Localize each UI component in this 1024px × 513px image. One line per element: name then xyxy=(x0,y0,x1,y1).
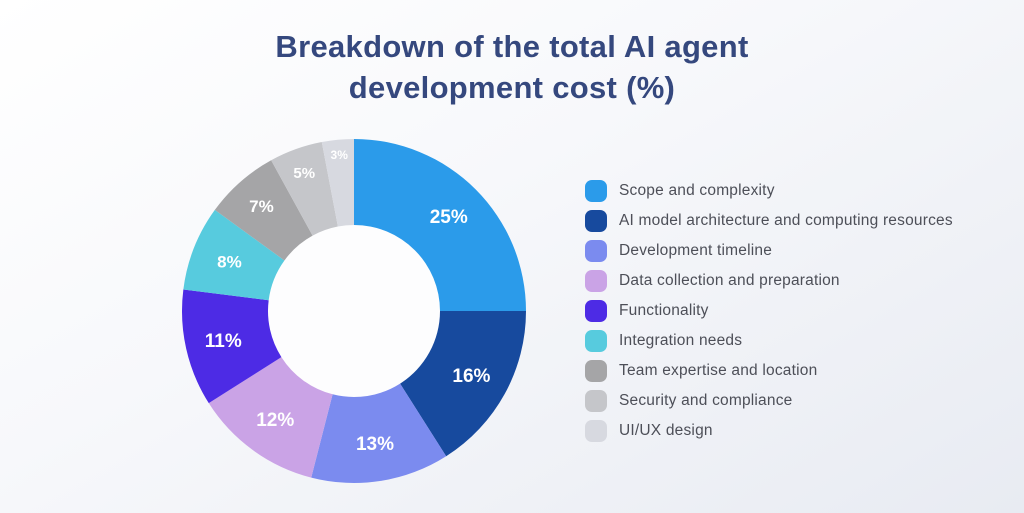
legend-item-development-timeline: Development timeline xyxy=(585,240,953,262)
slice-value-label: 13% xyxy=(356,434,394,455)
pie-slice-integration-needs xyxy=(183,209,285,301)
legend-swatch-icon xyxy=(585,420,607,442)
legend-swatch-icon xyxy=(585,210,607,232)
legend-label: Integration needs xyxy=(619,332,743,349)
slice-value-label: 5% xyxy=(293,165,315,182)
legend-item-security-and-compliance: Security and compliance xyxy=(585,390,953,412)
legend-label: Development timeline xyxy=(619,242,773,259)
legend-item-functionality: Functionality xyxy=(585,300,953,322)
legend-label: AI model architecture and computing reso… xyxy=(619,212,953,229)
chart-title: Breakdown of the total AI agent developm… xyxy=(275,29,749,105)
legend: Scope and complexity AI model architectur… xyxy=(585,180,953,450)
legend-label: Security and compliance xyxy=(619,392,793,409)
legend-label: Functionality xyxy=(619,302,709,319)
legend-item-ui-ux-design: UI/UX design xyxy=(585,420,953,442)
legend-label: UI/UX design xyxy=(619,422,713,439)
legend-swatch-icon xyxy=(585,390,607,412)
legend-swatch-icon xyxy=(585,240,607,262)
pie-slice-ai-model-architecture-and-computing-resources xyxy=(400,311,526,457)
donut-hole xyxy=(267,224,441,398)
pie-slice-development-timeline xyxy=(311,383,447,483)
slice-value-label: 25% xyxy=(430,207,468,228)
legend-swatch-icon xyxy=(585,180,607,202)
slice-value-label: 3% xyxy=(331,148,349,162)
slice-value-label: 11% xyxy=(205,331,242,352)
slice-value-label: 7% xyxy=(249,197,274,216)
pie-slice-ui-ux-design xyxy=(321,139,354,227)
legend-swatch-icon xyxy=(585,300,607,322)
legend-item-scope-and-complexity: Scope and complexity xyxy=(585,180,953,202)
slice-value-label: 16% xyxy=(452,366,490,387)
legend-label: Team expertise and location xyxy=(619,362,818,379)
legend-item-data-collection-and-preparation: Data collection and preparation xyxy=(585,270,953,292)
legend-label: Data collection and preparation xyxy=(619,272,840,289)
slice-value-label: 8% xyxy=(217,253,242,272)
pie-slice-scope-and-complexity xyxy=(354,139,526,311)
legend-item-integration-needs: Integration needs xyxy=(585,330,953,352)
pie-slice-functionality xyxy=(182,289,282,404)
legend-label: Scope and complexity xyxy=(619,182,775,199)
slice-value-label: 12% xyxy=(256,410,294,431)
legend-item-ai-model-architecture-and-computing-resources: AI model architecture and computing reso… xyxy=(585,210,953,232)
pie-slice-team-expertise-and-location xyxy=(214,160,313,261)
pie-slice-data-collection-and-preparation xyxy=(208,357,333,478)
legend-swatch-icon xyxy=(585,360,607,382)
legend-swatch-icon xyxy=(585,330,607,352)
pie-slice-security-and-compliance xyxy=(271,142,338,236)
legend-swatch-icon xyxy=(585,270,607,292)
legend-item-team-expertise-and-location: Team expertise and location xyxy=(585,360,953,382)
